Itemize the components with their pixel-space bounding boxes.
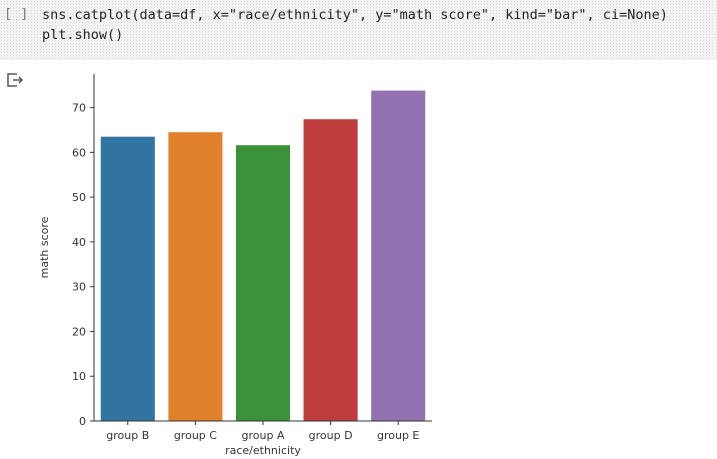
- x-tick-label: group D: [309, 429, 353, 442]
- y-tick-label: 70: [72, 102, 86, 115]
- y-axis: 0 10 20 30 40 50 60 70: [72, 102, 94, 428]
- bars: [100, 90, 426, 422]
- bar-group-d: [303, 119, 358, 422]
- bar-group-b: [100, 136, 155, 421]
- code-cell[interactable]: [ ] sns.catplot(data=df, x="race/ethnici…: [0, 0, 717, 60]
- x-axis: group B group C group A group D group E: [106, 421, 419, 442]
- x-tick-label: group C: [174, 429, 217, 442]
- x-tick-label: group B: [106, 429, 149, 442]
- code-line[interactable]: sns.catplot(data=df, x="race/ethnicity",…: [42, 7, 668, 23]
- x-tick-label: group A: [242, 429, 285, 442]
- y-tick-label: 60: [72, 146, 86, 159]
- bar-group-e: [371, 90, 426, 421]
- y-tick-label: 20: [72, 325, 86, 338]
- output-arrow-icon[interactable]: [6, 72, 24, 88]
- y-tick-label: 50: [72, 191, 86, 204]
- y-tick-label: 0: [79, 415, 86, 428]
- y-tick-label: 30: [72, 281, 86, 294]
- y-axis-label: math score: [38, 216, 51, 278]
- bar-group-c: [168, 132, 223, 421]
- y-tick-label: 10: [72, 370, 86, 383]
- code-line[interactable]: plt.show(): [42, 27, 124, 43]
- y-tick-label: 40: [72, 236, 86, 249]
- x-axis-label: race/ethnicity: [225, 444, 301, 457]
- x-tick-label: group E: [377, 429, 419, 442]
- bar-group-a: [235, 145, 291, 421]
- run-cell-button[interactable]: [ ]: [4, 6, 29, 22]
